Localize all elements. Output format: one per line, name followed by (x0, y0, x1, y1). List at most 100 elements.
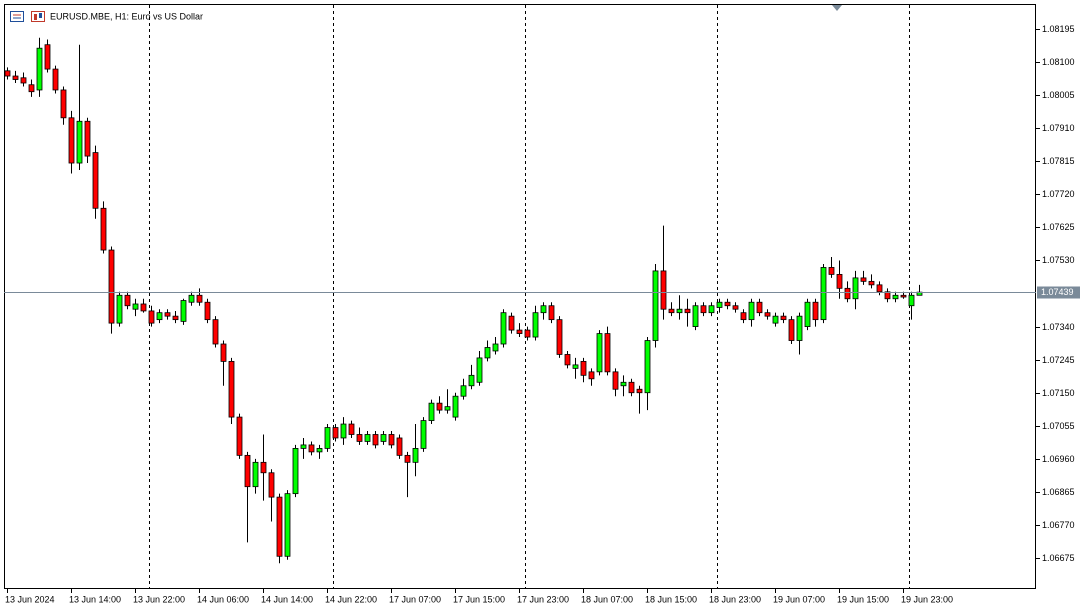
candle-body (524, 329, 531, 338)
candle-body (284, 493, 291, 557)
candle-body (676, 308, 683, 314)
candle-body (868, 280, 875, 286)
x-tick-label: 14 Jun 14:00 (261, 594, 313, 604)
candle-body (364, 434, 371, 442)
y-tick-label: 1.06865 (1042, 487, 1075, 497)
candle-body (548, 305, 555, 321)
y-tick-label: 1.08100 (1042, 57, 1075, 67)
candle-body (132, 303, 139, 310)
candle-body (380, 434, 387, 442)
chart-title: EURUSD.MBE, H1: Euro vs US Dollar (50, 11, 203, 21)
y-tick-label: 1.07245 (1042, 355, 1075, 365)
candle-body (748, 301, 755, 321)
candle-body (252, 461, 259, 488)
candle-body (172, 315, 179, 321)
candle-body (604, 333, 611, 373)
candle-body (84, 120, 91, 157)
x-tick-label: 19 Jun 23:00 (901, 594, 953, 604)
candle-body (236, 416, 243, 456)
candle-body (292, 448, 299, 495)
candle-body (756, 301, 763, 314)
icon (39, 13, 42, 18)
candle-body (500, 312, 507, 345)
candle-body (844, 287, 851, 300)
candle-body (92, 152, 99, 209)
candle-body (220, 343, 227, 362)
y-tick-label: 1.07815 (1042, 156, 1075, 166)
candle-body (652, 270, 659, 341)
candle-body (196, 294, 203, 303)
candle-body (892, 294, 899, 300)
x-tick-label: 19 Jun 07:00 (773, 594, 825, 604)
candle-body (68, 117, 75, 164)
candle-body (556, 319, 563, 355)
candle-body (404, 454, 411, 463)
x-tick-label: 17 Jun 23:00 (517, 594, 569, 604)
candle-body (572, 364, 579, 369)
candle-body (820, 267, 827, 321)
candle-body (388, 434, 395, 446)
candle-body (60, 89, 67, 119)
icon (31, 11, 45, 22)
candle-body (268, 472, 275, 498)
candle-body (580, 361, 587, 376)
candle-body (332, 427, 339, 439)
current-price-label: 1.07439 (1041, 287, 1074, 297)
candle-body (700, 305, 707, 314)
candle-body (76, 120, 83, 164)
candle-body (444, 406, 451, 411)
candle-body (108, 249, 115, 324)
candle-body (20, 77, 27, 84)
candle-body (476, 357, 483, 383)
candle-body (372, 434, 379, 446)
candle-body (812, 301, 819, 321)
x-tick-label: 14 Jun 22:00 (325, 594, 377, 604)
candle-body (884, 291, 891, 300)
icon (34, 14, 37, 20)
candle-body (796, 315, 803, 341)
candle-body (468, 374, 475, 387)
candle-body (780, 315, 787, 321)
candle-body (428, 402, 435, 421)
candle-body (716, 301, 723, 308)
candle-body (52, 68, 59, 91)
candle-body (484, 347, 491, 359)
candle-body (340, 423, 347, 439)
candle-body (324, 427, 331, 449)
x-tick-label: 17 Jun 15:00 (453, 594, 505, 604)
candle-body (420, 420, 427, 449)
candle-body (308, 444, 315, 453)
x-tick-label: 14 Jun 06:00 (197, 594, 249, 604)
candle-body (412, 448, 419, 463)
x-tick-label: 17 Jun 07:00 (389, 594, 441, 604)
candle-body (804, 301, 811, 328)
candle-body (740, 312, 747, 321)
candle-body (348, 423, 355, 435)
candle-body (852, 277, 859, 300)
candle-body (188, 294, 195, 303)
candle-body (636, 388, 643, 394)
plot-frame (4, 4, 1036, 589)
x-tick-label: 13 Jun 2024 (5, 594, 55, 604)
candle-body (36, 47, 43, 91)
candle-body (660, 270, 667, 310)
y-tick-label: 1.06770 (1042, 520, 1075, 530)
candle-body (532, 312, 539, 338)
candle-body (164, 312, 171, 317)
x-tick-label: 19 Jun 15:00 (837, 594, 889, 604)
candle-body (260, 461, 267, 474)
candle-body (460, 385, 467, 397)
candle-body (588, 371, 595, 380)
x-tick-label: 18 Jun 15:00 (645, 594, 697, 604)
candle-body (564, 354, 571, 366)
candle-body (44, 44, 51, 70)
candle-body (396, 437, 403, 456)
candle-body (620, 381, 627, 387)
candle-body (788, 319, 795, 341)
candle-body (876, 284, 883, 293)
candle-body (764, 312, 771, 317)
separators (149, 5, 910, 588)
candle-body (452, 395, 459, 418)
candle-body (228, 361, 235, 418)
